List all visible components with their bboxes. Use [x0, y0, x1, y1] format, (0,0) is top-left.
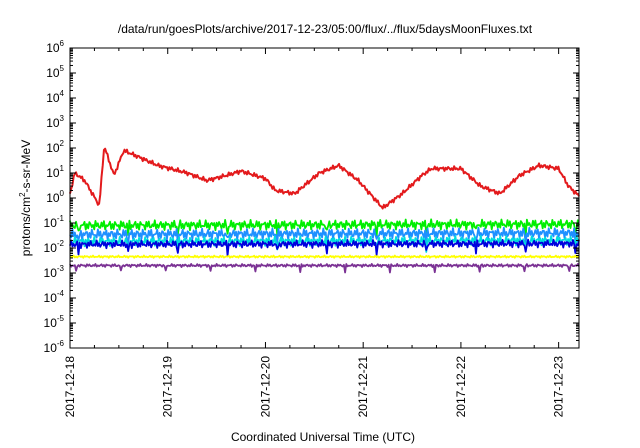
y-tick-base: 10	[46, 141, 60, 155]
y-tick-base: 10	[44, 341, 58, 355]
y-tick-label: 102	[46, 139, 64, 155]
y-tick-label: 101	[46, 164, 64, 180]
y-axis-label-main: protons/cm	[19, 197, 33, 256]
y-tick-base: 10	[46, 116, 60, 130]
y-tick-exponent: 0	[60, 189, 65, 198]
y-tick-label: 10-6	[44, 339, 65, 355]
y-tick-label: 106	[46, 39, 64, 55]
series-layer	[69, 147, 580, 274]
y-tick-exponent: -1	[57, 214, 65, 223]
x-axis-label: Coordinated Universal Time (UTC)	[231, 430, 415, 444]
y-axis-label-unit: -s-sr-MeV	[19, 140, 33, 193]
x-tick-label: 2017-12-18	[63, 356, 77, 418]
y-tick-label: 10-1	[44, 214, 65, 230]
y-tick-exponent: 2	[60, 139, 65, 148]
y-tick-exponent: 4	[60, 89, 65, 98]
series-line	[69, 147, 580, 210]
series-line	[69, 254, 580, 259]
y-tick-exponent: -2	[57, 239, 65, 248]
y-axis: 10610510410310210110010-110-210-310-410-…	[44, 39, 579, 355]
y-tick-exponent: -4	[57, 289, 65, 298]
x-tick-label: 2017-12-22	[454, 356, 468, 418]
series-line	[69, 218, 580, 238]
y-tick-label: 10-2	[44, 239, 65, 255]
x-tick-label: 2017-12-21	[356, 356, 370, 418]
y-tick-base: 10	[46, 41, 60, 55]
y-tick-base: 10	[44, 241, 58, 255]
y-tick-exponent: -6	[57, 339, 65, 348]
y-tick-exponent: 5	[60, 64, 65, 73]
y-tick-label: 10-3	[44, 264, 65, 280]
chart-title: /data/run/goesPlots/archive/2017-12-23/0…	[118, 22, 533, 36]
y-tick-exponent: 3	[60, 114, 65, 123]
y-axis-label: protons/cm2-s-sr-MeV	[18, 140, 33, 256]
x-tick-label: 2017-12-20	[258, 356, 272, 418]
y-tick-exponent: 1	[60, 164, 65, 173]
y-tick-base: 10	[44, 216, 58, 230]
y-tick-label: 10-4	[44, 289, 65, 305]
y-tick-exponent: -3	[57, 264, 65, 273]
y-tick-base: 10	[44, 291, 58, 305]
y-tick-exponent: 6	[60, 39, 65, 48]
y-tick-label: 103	[46, 114, 64, 130]
series-line	[69, 238, 580, 257]
y-tick-base: 10	[44, 316, 58, 330]
series-line	[69, 262, 580, 274]
y-tick-base: 10	[46, 91, 60, 105]
x-axis: 2017-12-18 2017-12-19 2017-12-20 2017-12-21…	[63, 48, 566, 417]
y-tick-label: 100	[46, 189, 64, 205]
x-tick-label: 2017-12-23	[552, 356, 566, 418]
y-tick-base: 10	[44, 266, 58, 280]
y-axis-label-exponent: 2	[18, 192, 27, 197]
y-tick-label: 105	[46, 64, 64, 80]
y-tick-label: 10-5	[44, 314, 65, 330]
x-tick-label: 2017-12-19	[161, 356, 175, 418]
y-tick-base: 10	[46, 66, 60, 80]
y-tick-base: 10	[46, 166, 60, 180]
y-tick-label: 104	[46, 89, 64, 105]
y-tick-base: 10	[46, 191, 60, 205]
y-tick-exponent: -5	[57, 314, 65, 323]
plot-frame	[69, 47, 580, 349]
